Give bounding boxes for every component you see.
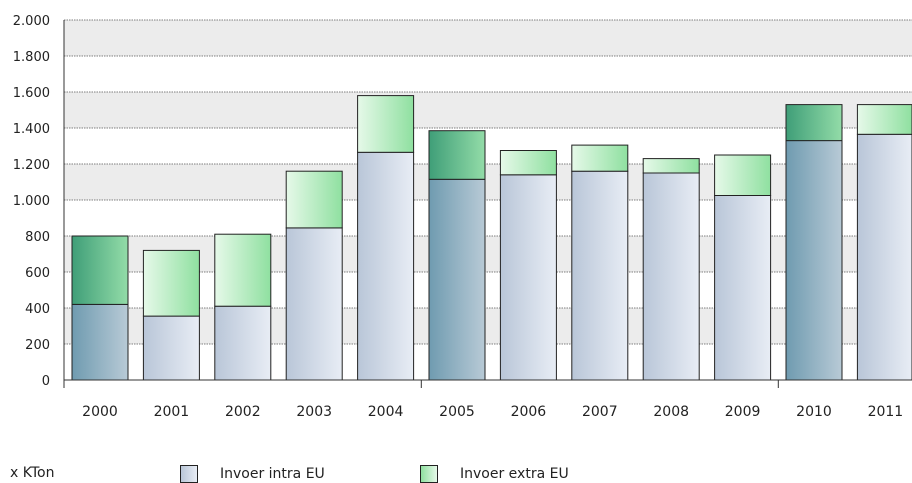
bar-intra-2008: [642, 172, 700, 381]
y-tick-label: 1.200: [13, 158, 50, 173]
bar-intra-2010: [785, 140, 843, 381]
y-tick-label: 1.800: [13, 50, 50, 65]
x-tick-label: 2009: [725, 404, 761, 420]
legend-swatch-extra: [420, 465, 438, 483]
bar-extra-2005: [428, 130, 486, 180]
legend-item-intra: Invoer intra EU: [180, 465, 325, 483]
legend-label-intra: Invoer intra EU: [220, 466, 325, 482]
y-tick-label: 1.600: [13, 86, 50, 101]
bar-extra-2008: [642, 158, 700, 174]
bar-extra-2004: [357, 95, 415, 153]
bar-intra-2003: [285, 227, 343, 381]
bar-intra-2001: [142, 315, 200, 381]
x-tick-label: 2007: [582, 404, 618, 420]
x-tick-label: 2004: [368, 404, 404, 420]
y-tick-label: 600: [25, 266, 50, 281]
y-tick-label: 1.400: [13, 122, 50, 137]
legend: x KTon Invoer intra EU Invoer extra EU: [0, 465, 912, 483]
x-tick-label: 2006: [511, 404, 547, 420]
bar-intra-2002: [214, 305, 272, 381]
gridlines: [63, 19, 912, 380]
x-tick-label: 2010: [796, 404, 832, 420]
background-band: [64, 164, 912, 200]
x-tick-label: 2000: [82, 404, 118, 420]
bars: [71, 95, 912, 381]
y-tick-label: 800: [25, 230, 50, 245]
y-axis-ticks: 0 200 400 600 800 1.000 1.200 1.400 1.600 1.800 2.…: [13, 14, 50, 389]
bar-extra-2000: [71, 235, 129, 305]
background-band: [64, 92, 912, 128]
bar-extra-2010: [785, 104, 843, 142]
bar-intra-2000: [71, 303, 129, 381]
y-tick-label: 200: [25, 338, 50, 353]
y-tick-label: 1.000: [13, 194, 50, 209]
x-tick-label: 2003: [296, 404, 332, 420]
y-tick-label: 400: [25, 302, 50, 317]
bar-intra-2009: [714, 195, 772, 381]
bar-intra-2006: [499, 174, 557, 381]
x-tick-label: 2005: [439, 404, 475, 420]
legend-swatch-intra: [180, 465, 198, 483]
background-band: [64, 20, 912, 56]
unit-label: x KTon: [10, 465, 55, 481]
bar-extra-2001: [142, 249, 200, 317]
bar-intra-2007: [571, 170, 629, 381]
bar-extra-2007: [571, 144, 629, 172]
x-tick-label: 2001: [154, 404, 190, 420]
legend-item-extra: Invoer extra EU: [420, 465, 569, 483]
y-tick-label: 2.000: [13, 14, 50, 29]
bar-intra-2005: [428, 178, 486, 381]
legend-label-extra: Invoer extra EU: [460, 466, 569, 482]
x-tick-label: 2011: [868, 404, 904, 420]
x-axis-ticks: 2000 2001 2002 2003 2004 2005 2006 2007 2008 2009…: [82, 404, 903, 420]
bar-extra-2009: [714, 154, 772, 196]
bar-extra-2006: [499, 150, 557, 176]
bar-intra-2004: [357, 151, 415, 381]
bar-extra-2002: [214, 233, 272, 307]
bar-extra-2011: [856, 104, 912, 135]
bar-chart: 0 200 400 600 800 1.000 1.200 1.400 1.600 1.800 2.…: [13, 14, 912, 420]
x-tick-label: 2002: [225, 404, 261, 420]
x-axis: [63, 379, 912, 388]
x-tick-label: 2008: [653, 404, 689, 420]
bar-extra-2003: [285, 170, 343, 229]
bar-intra-2011: [856, 133, 912, 381]
y-tick-label: 0: [42, 374, 50, 389]
